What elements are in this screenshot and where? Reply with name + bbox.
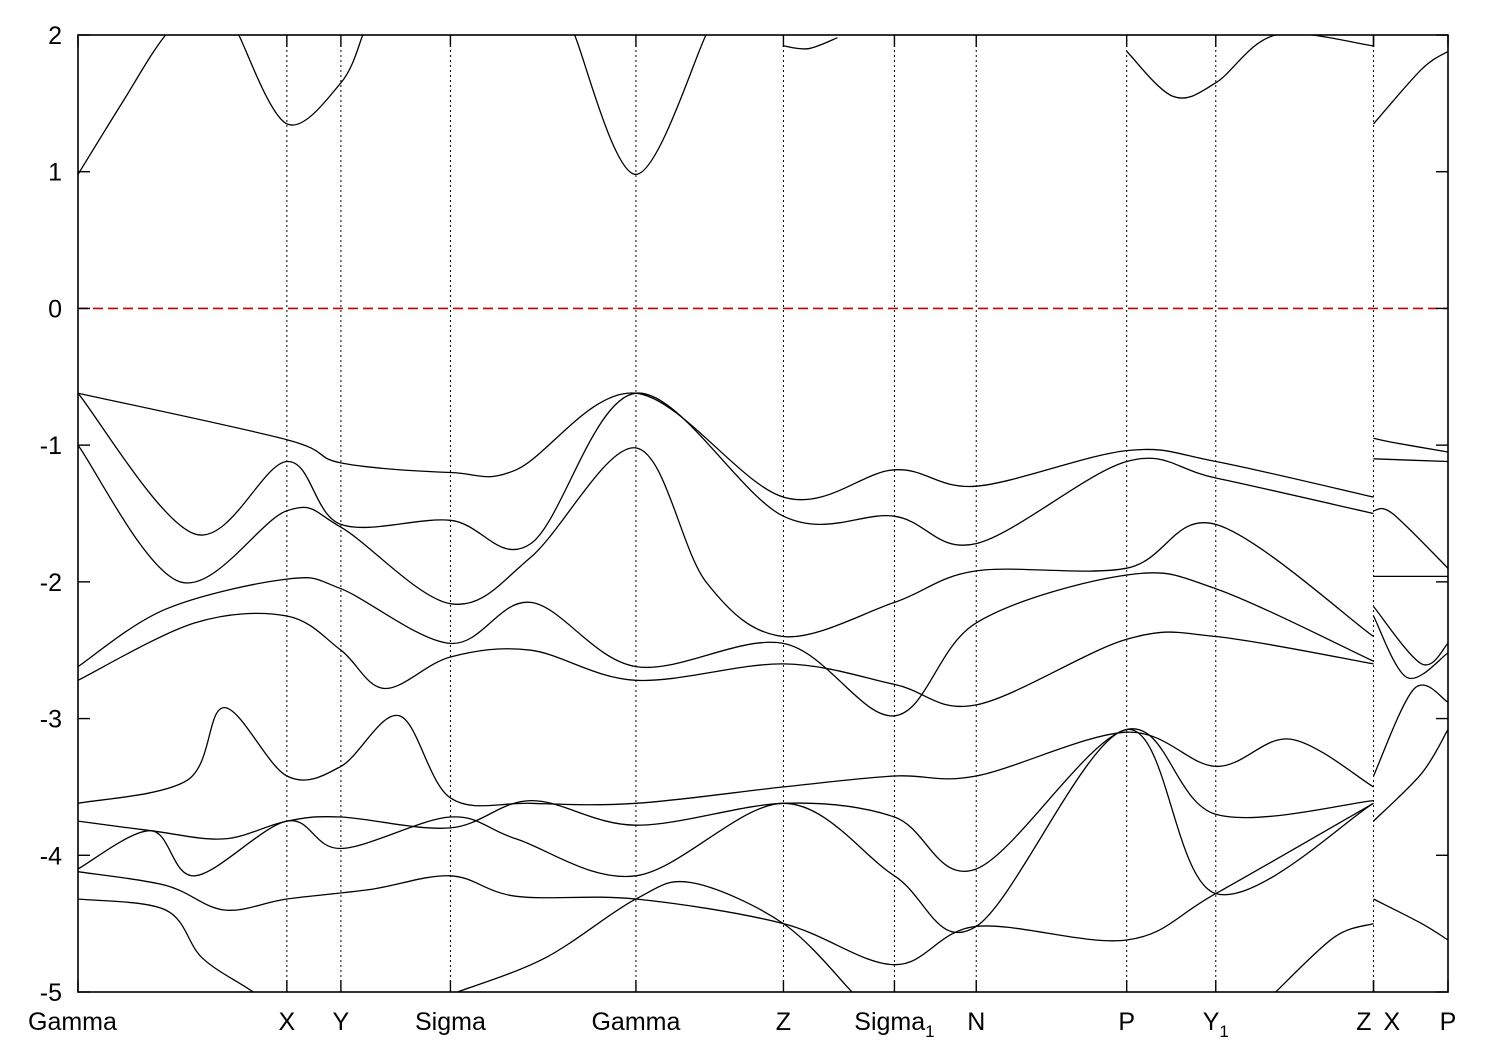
band-line <box>78 392 1374 501</box>
band-line <box>78 392 1374 551</box>
kpoint-label-subscript: 1 <box>1219 1022 1228 1041</box>
kpoint-label: Sigma <box>415 1008 486 1036</box>
band-line <box>1373 606 1448 666</box>
y-tick-label: -3 <box>40 706 62 734</box>
kpoint-label: N <box>967 1008 985 1036</box>
kpoint-label: P <box>1118 1008 1135 1036</box>
band-line <box>78 706 1374 807</box>
band-line <box>78 444 1374 638</box>
band-line <box>1373 458 1448 463</box>
band-line <box>1373 50 1448 125</box>
kpoint-label: Sigma1 <box>854 1008 934 1041</box>
band-line <box>78 572 1374 717</box>
kpoint-label: Gamma <box>28 1008 117 1036</box>
kpoint-label: Z <box>1356 1008 1371 1036</box>
band-line <box>1372 684 1448 777</box>
y-tick-label: 1 <box>48 159 62 187</box>
plot-frame <box>77 34 1449 993</box>
y-tick-label: -4 <box>40 842 62 870</box>
x-axis-ticks: Gamma X Y Sigma Gamma Z Sigma1 N P Y1 Z X P <box>28 35 1456 1041</box>
kpoint-label: P <box>1440 1008 1457 1036</box>
band-line <box>1373 437 1448 453</box>
band-line <box>1373 898 1448 941</box>
band-line <box>78 898 255 992</box>
band-line <box>78 612 1374 707</box>
band-line <box>1275 922 1374 992</box>
band-line <box>457 880 853 992</box>
band-line <box>238 35 364 126</box>
y-axis-ticks: 2 1 0 -1 -2 -3 -4 -5 <box>40 22 1448 1007</box>
band-line <box>1373 507 1448 569</box>
band-line <box>783 37 838 50</box>
kpoint-label: Y <box>333 1008 350 1036</box>
y-tick-label: -5 <box>40 979 62 1007</box>
band-line <box>78 728 1374 934</box>
band-line <box>78 802 1374 966</box>
y-tick-label: 2 <box>48 22 62 50</box>
band-line <box>78 35 167 175</box>
kpoint-label: X <box>1384 1008 1401 1036</box>
band-line <box>1373 729 1448 822</box>
kpoint-label: Z <box>776 1008 791 1036</box>
band-line <box>78 728 1374 872</box>
kpoint-label: Gamma <box>591 1008 680 1036</box>
kpoint-gridlines <box>286 35 1375 992</box>
y-tick-label: -1 <box>40 432 62 460</box>
kpoint-label: Y1 <box>1203 1008 1229 1041</box>
kpoint-label: X <box>279 1008 296 1036</box>
y-tick-label: 0 <box>48 295 62 323</box>
band-line <box>1126 35 1374 99</box>
band-line <box>1372 615 1448 680</box>
kpoint-label-subscript: 1 <box>925 1022 934 1041</box>
band-line <box>574 35 707 176</box>
y-tick-label: -2 <box>40 569 62 597</box>
band-lines <box>78 35 1448 992</box>
